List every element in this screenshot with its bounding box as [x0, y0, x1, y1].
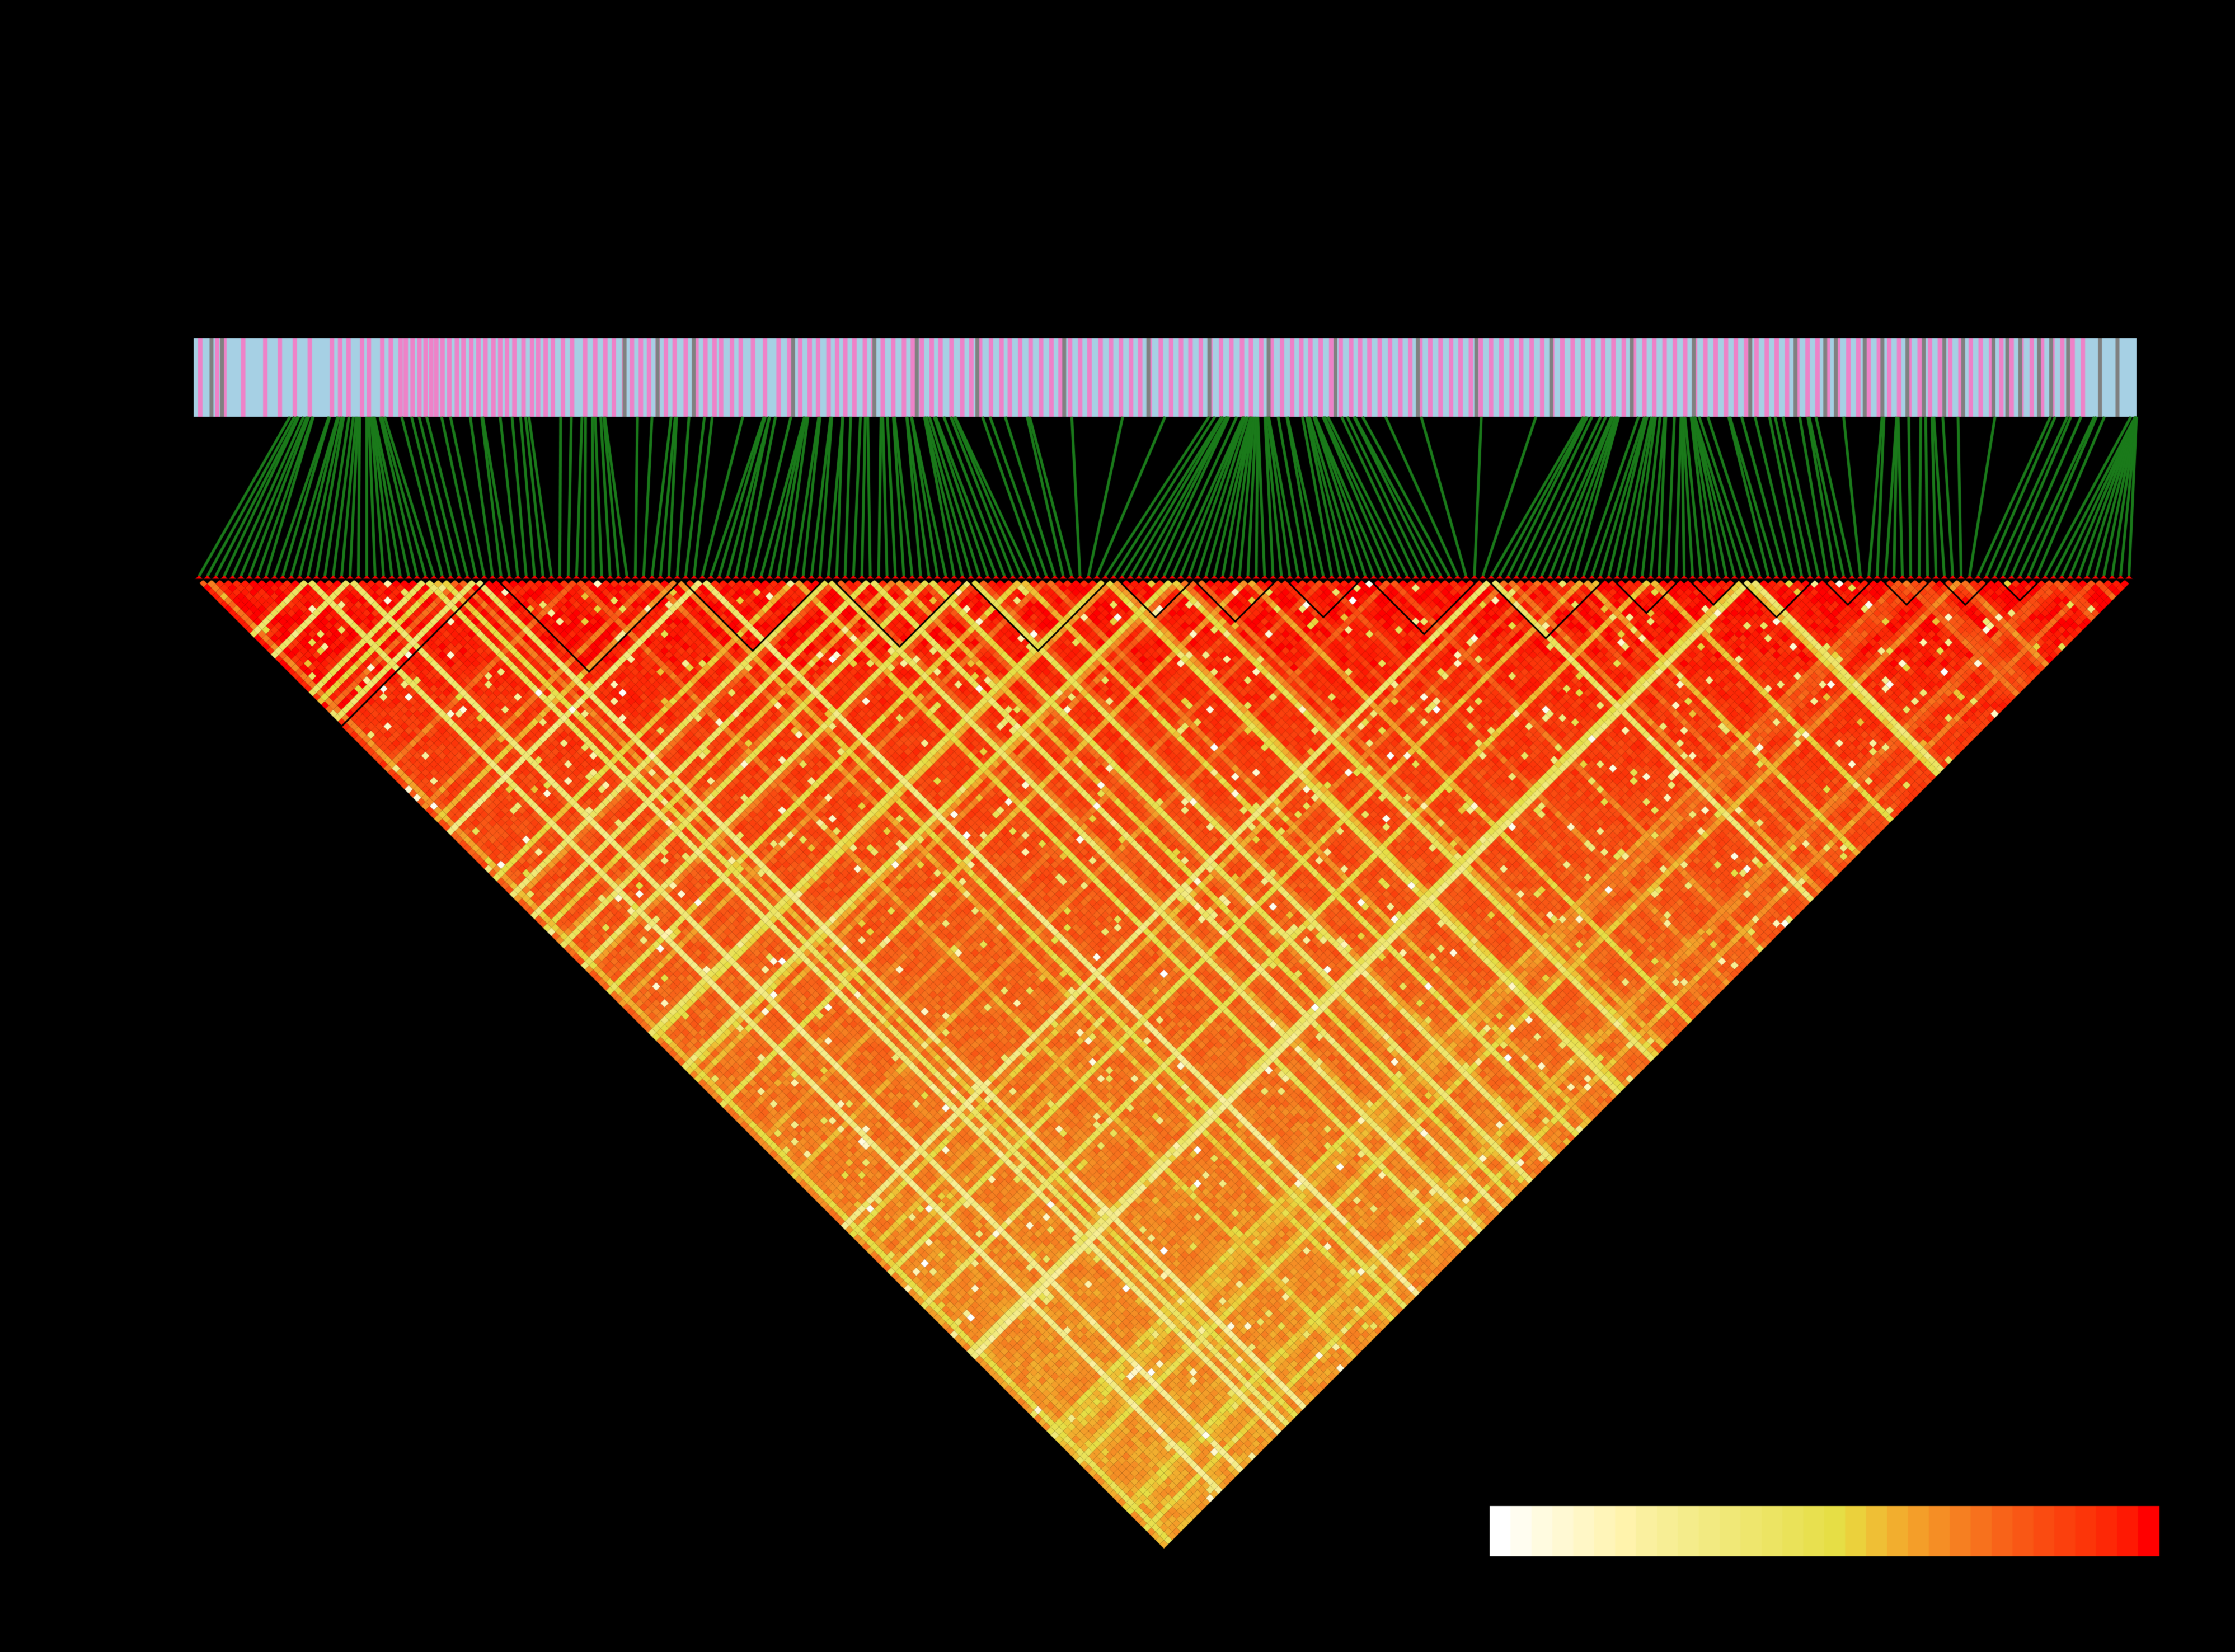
ld-colorbar: [0, 0, 2235, 1652]
ld-heatmap-figure: [0, 0, 2235, 1652]
